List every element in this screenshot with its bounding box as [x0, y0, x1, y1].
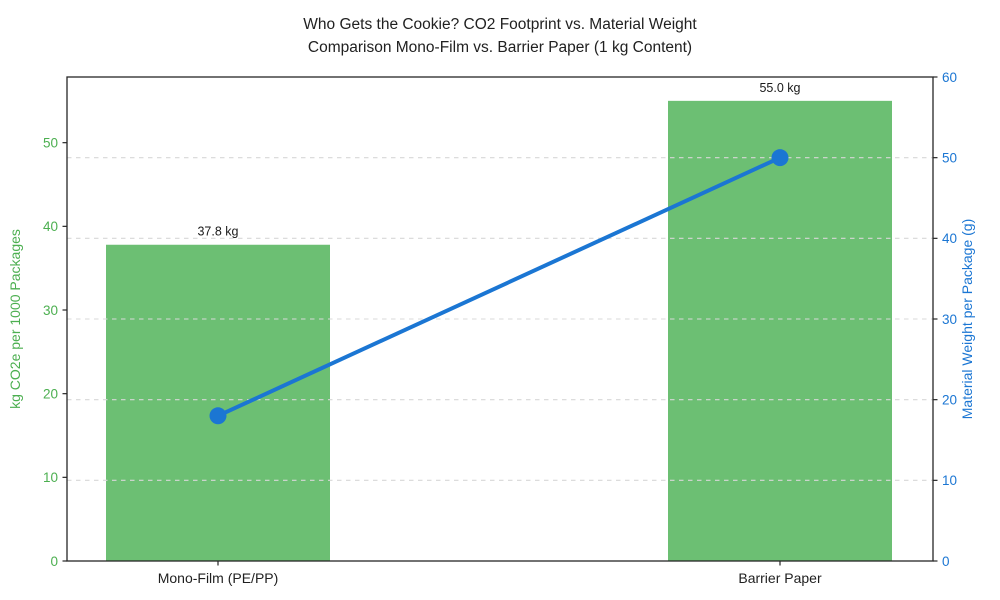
left-tick-label: 20: [43, 387, 58, 402]
left-tick-label: 30: [43, 303, 58, 318]
right-tick-label: 10: [942, 473, 957, 488]
left-tick-label: 10: [43, 470, 58, 485]
left-tick-label: 0: [50, 554, 58, 569]
right-tick-label: 30: [942, 312, 957, 327]
weight-line: [217, 155, 781, 418]
right-tick-label: 50: [942, 151, 957, 166]
right-tick-label: 20: [942, 393, 957, 408]
x-tick-label: Mono-Film (PE/PP): [158, 570, 279, 586]
x-tick-label: Barrier Paper: [738, 570, 822, 586]
right-tick-label: 40: [942, 231, 957, 246]
left-tick-label: 50: [43, 136, 58, 151]
chart-title-line1: Who Gets the Cookie? CO2 Footprint vs. M…: [303, 16, 697, 33]
bar-mono-film: [106, 244, 330, 561]
bar-barrier-paper: [668, 100, 892, 561]
right-tick-label: 0: [942, 554, 950, 569]
bar-value-label: 37.8 kg: [197, 225, 238, 239]
left-tick-label: 40: [43, 219, 58, 234]
bar-value-label: 55.0 kg: [759, 81, 800, 95]
weight-marker: [209, 407, 227, 425]
weight-marker: [771, 149, 789, 167]
chart-title-line2: Comparison Mono-Film vs. Barrier Paper (…: [307, 39, 693, 56]
left-axis-title: kg CO2e per 1000 Packages: [7, 229, 23, 409]
right-axis-title: Material Weight per Package (g): [959, 219, 975, 420]
chart-title: Who Gets the Cookie? CO2 Footprint vs. M…: [0, 13, 1000, 59]
right-tick-label: 60: [942, 70, 957, 85]
